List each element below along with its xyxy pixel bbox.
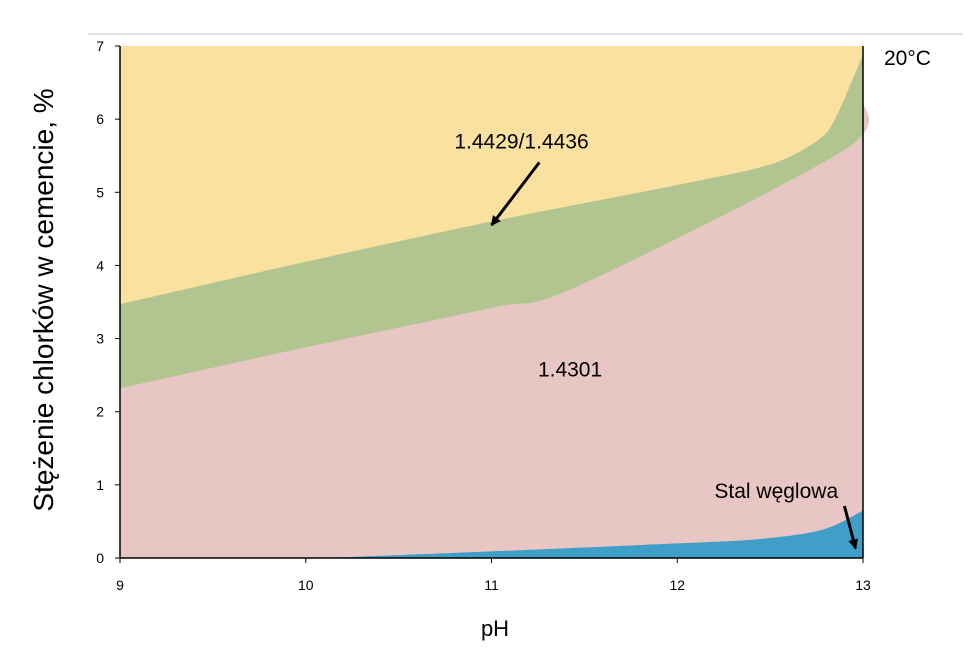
y-axis-label: Stężenie chlorków w cemencie, % [28,88,59,511]
x-axis-label: pH [481,616,509,641]
y-tick-label: 7 [96,38,104,54]
annotations: 1.4429/1.4436 1.4301 Stal węglowa [454,130,859,550]
annotation-label-1: 1.4429/1.4436 [454,130,588,153]
area-layers [120,46,870,559]
y-tick-label: 6 [96,111,104,127]
x-tick-label: 9 [116,577,124,593]
area-series-4 [324,510,863,558]
area-series-3 [120,100,870,559]
y-tick-label: 5 [96,184,104,200]
y-tick-label: 0 [96,550,104,566]
x-tick-label: 11 [484,577,499,593]
annotation-label-2: 1.4301 [538,359,602,382]
y-tick-label: 2 [96,404,104,420]
x-ticks: 9 10 11 12 13 [116,558,871,593]
y-ticks: 0 1 2 3 4 5 6 7 [96,38,120,566]
y-tick-label: 1 [96,477,104,493]
x-tick-label: 12 [669,577,685,593]
annotation-arrow-3 [843,505,859,550]
annotation-label-3: Stal węglowa [714,480,838,503]
annotation-arrow-1 [490,161,541,227]
x-tick-label: 13 [855,577,871,593]
y-tick-label: 4 [96,257,104,273]
x-tick-label: 10 [298,577,314,593]
temperature-label: 20°C [884,47,931,70]
y-tick-label: 3 [96,331,104,347]
